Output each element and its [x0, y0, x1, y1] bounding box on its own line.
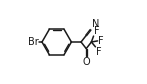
Text: F: F [96, 47, 102, 57]
Text: F: F [98, 36, 104, 46]
Text: F: F [94, 26, 100, 36]
Text: Br: Br [28, 37, 39, 47]
Text: N: N [92, 19, 99, 29]
Text: O: O [82, 57, 90, 67]
